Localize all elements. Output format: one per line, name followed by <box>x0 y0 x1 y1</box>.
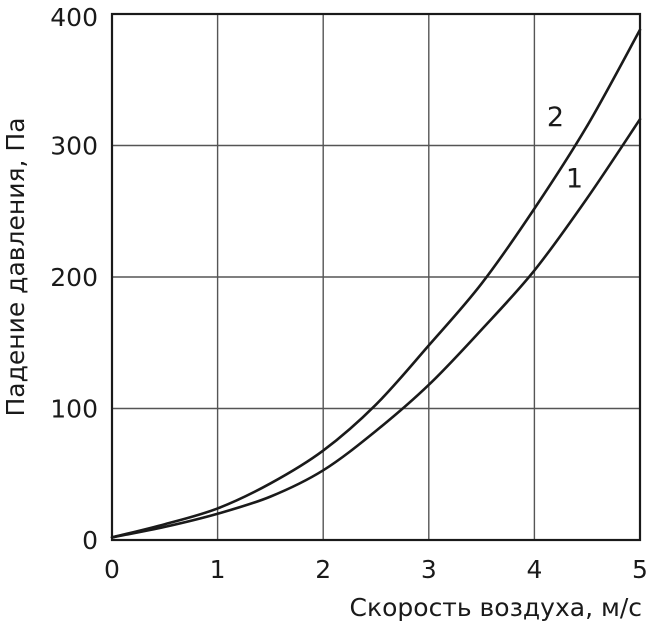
plot-frame <box>110 12 642 542</box>
series-curves <box>110 28 642 539</box>
y-tick-labels: 0 100 200 300 400 <box>50 3 98 555</box>
x-tick-labels: 0 1 2 3 4 5 <box>104 555 648 584</box>
series-label-2: 2 <box>547 102 564 133</box>
y-tick-label: 300 <box>50 132 98 161</box>
x-axis-label: Скорость воздуха, м/с <box>350 593 642 622</box>
y-tick-label: 100 <box>50 395 98 424</box>
x-tick-label: 0 <box>104 555 120 584</box>
y-tick-label: 0 <box>82 526 98 555</box>
series-line-1 <box>110 117 642 539</box>
x-tick-label: 4 <box>526 555 542 584</box>
series-labels: 12 <box>547 102 583 195</box>
y-axis-label: Падение давления, Па <box>1 117 30 416</box>
x-tick-label: 2 <box>315 555 331 584</box>
x-tick-label: 1 <box>210 555 226 584</box>
x-tick-label: 5 <box>632 555 648 584</box>
series-line-2 <box>110 28 642 539</box>
y-tick-label: 400 <box>50 3 98 32</box>
y-tick-label: 200 <box>50 263 98 292</box>
grid <box>112 14 640 540</box>
series-label-1: 1 <box>566 164 583 195</box>
x-tick-label: 3 <box>421 555 437 584</box>
